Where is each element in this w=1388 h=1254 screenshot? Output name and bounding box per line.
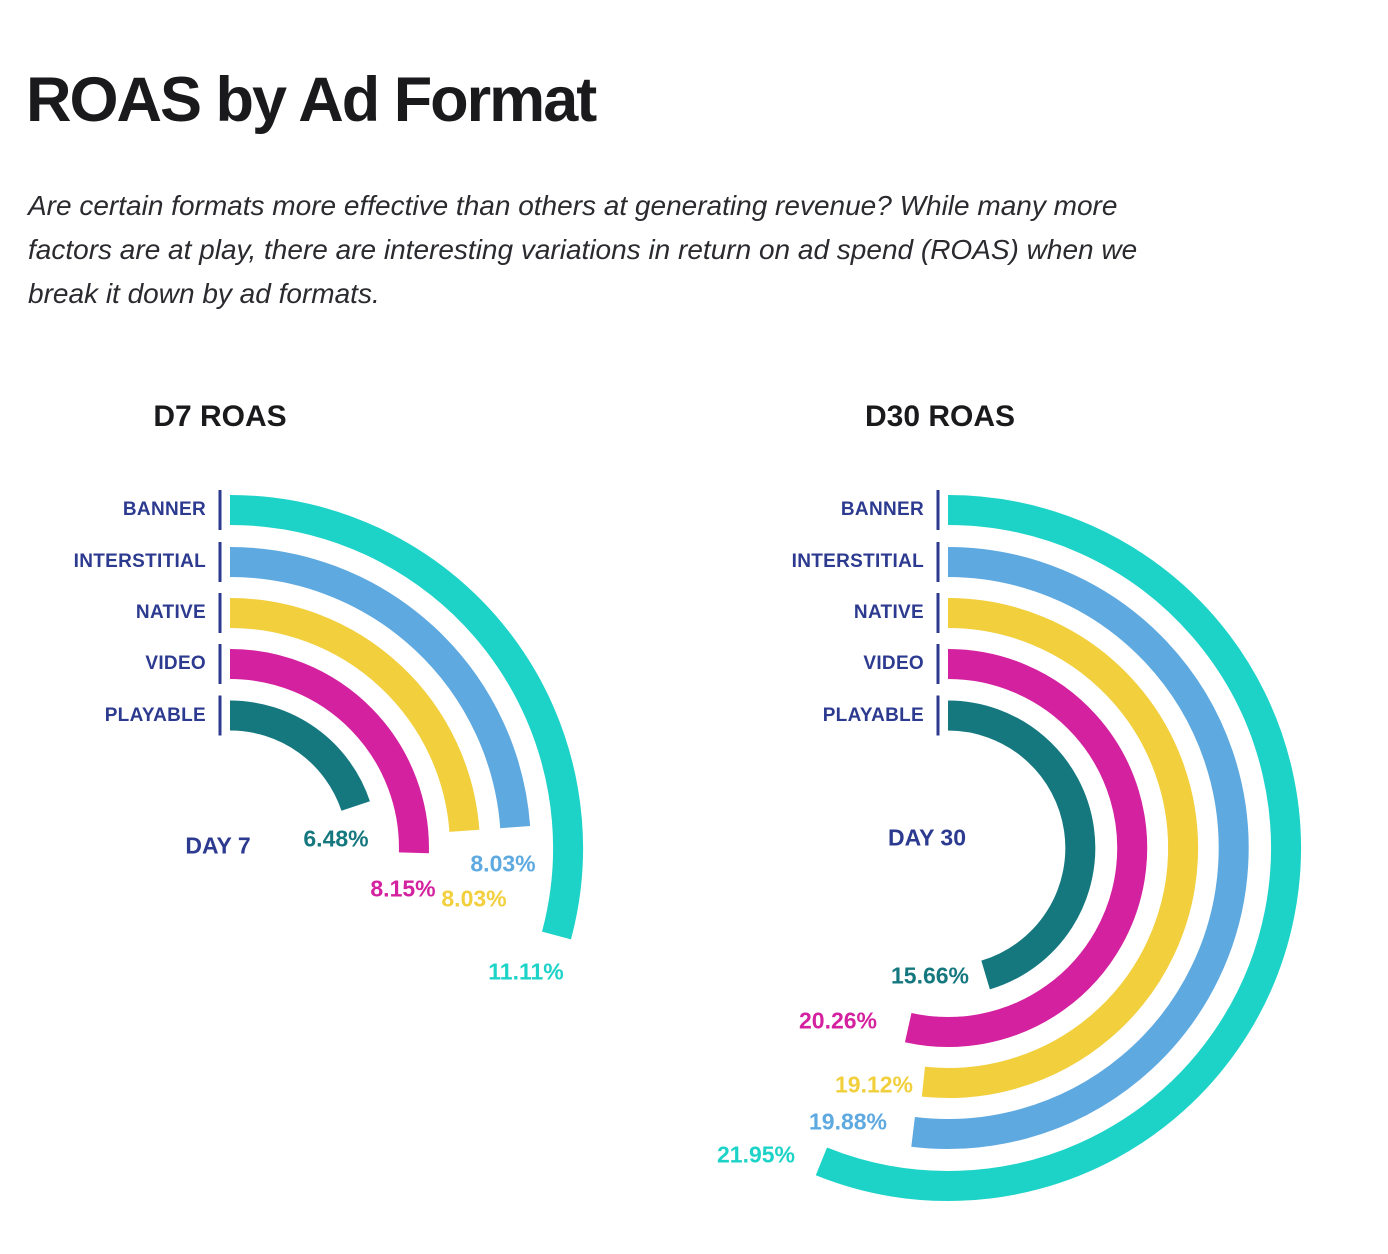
d7-roas-arc-native xyxy=(229,598,480,832)
d7-roas-arc-playable xyxy=(229,700,370,812)
d7-roas-value-label-playable: 6.48% xyxy=(303,825,369,852)
d30-roas-category-label-playable: PLAYABLE xyxy=(822,704,924,726)
d30-roas-center-label: DAY 30 xyxy=(887,824,967,851)
d30-roas-title: D30 ROAS xyxy=(864,400,1016,433)
d7-roas-category-label-playable: PLAYABLE xyxy=(104,704,206,726)
d30-roas-arc-native xyxy=(921,598,1199,1098)
d7-roas-value-label-native: 8.03% xyxy=(441,885,507,912)
d7-roas-center-label: DAY 7 xyxy=(185,832,251,859)
d30-roas-value-label-native: 19.12% xyxy=(834,1071,914,1098)
d30-roas-value-label-interstitial: 19.88% xyxy=(808,1108,888,1135)
d30-roas-category-label-banner: BANNER xyxy=(840,499,924,520)
page-title: ROAS by Ad Format xyxy=(26,65,597,135)
d30-roas-category-label-interstitial: INTERSTITIAL xyxy=(791,551,924,572)
d30-roas-value-label-video: 20.26% xyxy=(798,1007,878,1034)
page-description: Are certain formats more effective than … xyxy=(28,190,1138,309)
d7-roas-value-label-banner: 11.11% xyxy=(488,958,564,985)
d30-roas-arc-banner xyxy=(815,495,1301,1201)
d7-roas-value-label-video: 8.15% xyxy=(370,875,436,902)
d7-roas-category-label-native: NATIVE xyxy=(135,602,206,623)
d7-roas-category-label-banner: BANNER xyxy=(122,499,206,520)
d7-roas-value-label-interstitial: 8.03% xyxy=(470,850,536,877)
d30-roas-value-label-playable: 15.66% xyxy=(890,962,970,989)
d7-roas-arc-banner xyxy=(229,495,584,940)
d30-roas-category-label-native: NATIVE xyxy=(853,602,924,623)
d7-roas-arc-video xyxy=(229,649,429,854)
d30-roas-category-label-video: VIDEO xyxy=(863,653,924,674)
d7-roas-title: D7 ROAS xyxy=(153,400,287,433)
d30-roas-arc-video xyxy=(904,649,1148,1047)
d7-roas-category-label-video: VIDEO xyxy=(145,653,206,674)
d30-roas-arc-playable xyxy=(947,700,1096,990)
d30-roas-value-label-banner: 21.95% xyxy=(716,1141,796,1168)
d7-roas-arc-interstitial xyxy=(229,547,531,829)
d7-roas-category-label-interstitial: INTERSTITIAL xyxy=(73,551,206,572)
d30-roas-arc-interstitial xyxy=(911,547,1249,1149)
